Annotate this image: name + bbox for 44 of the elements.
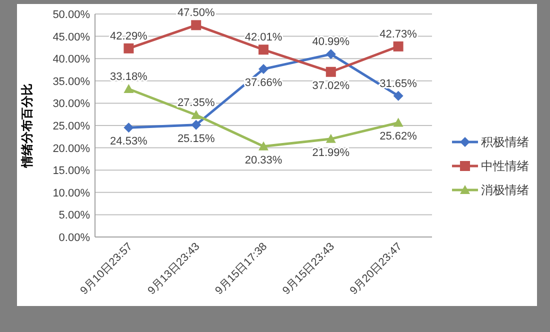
point	[191, 120, 202, 130]
point	[326, 134, 336, 143]
data-label: 20.33%	[244, 154, 282, 166]
data-label: 25.15%	[177, 132, 215, 145]
y-tick-label: 30.00%	[52, 98, 90, 110]
data-label: 42.01%	[244, 32, 282, 44]
point	[326, 66, 336, 77]
data-label: 40.99%	[312, 36, 350, 48]
y-tick-label: 50.00%	[52, 9, 90, 21]
point	[393, 90, 404, 101]
point	[258, 64, 268, 74]
point	[258, 44, 268, 55]
legend-label: 积极情绪	[481, 135, 529, 149]
y-tick-label: 45.00%	[52, 31, 90, 44]
point	[191, 20, 202, 30]
point	[191, 110, 202, 120]
data-label: 31.65%	[380, 78, 418, 90]
y-tick-label: 10.00%	[52, 187, 90, 200]
point	[258, 141, 268, 150]
y-tick-label: 15.00%	[52, 165, 90, 178]
point	[326, 49, 336, 60]
point	[124, 122, 134, 133]
y-tick-label: 5.00%	[58, 210, 90, 222]
legend-label: 消极情绪	[481, 183, 529, 197]
data-label: 37.02%	[312, 80, 350, 92]
y-tick-label: 25.00%	[52, 120, 90, 132]
point	[393, 41, 404, 52]
y-tick-label: 40.00%	[52, 54, 90, 66]
y-tick-label: 0.00%	[58, 232, 90, 244]
legend-label: 中性情绪	[481, 159, 529, 173]
data-label: 42.29%	[110, 30, 148, 42]
point	[124, 84, 134, 94]
data-label: 42.73%	[380, 28, 418, 40]
data-label: 33.18%	[110, 71, 148, 84]
y-tick-label: 35.00%	[52, 76, 90, 88]
y-tick-label: 20.00%	[52, 142, 90, 155]
data-label: 27.35%	[177, 97, 215, 110]
point	[124, 43, 134, 54]
data-label: 47.50%	[177, 7, 215, 20]
data-label: 25.62%	[380, 130, 418, 143]
y-axis-title: 情绪分布百分比	[20, 84, 34, 168]
data-label: 24.53%	[110, 136, 148, 148]
data-label: 21.99%	[312, 146, 350, 159]
point	[393, 118, 404, 127]
